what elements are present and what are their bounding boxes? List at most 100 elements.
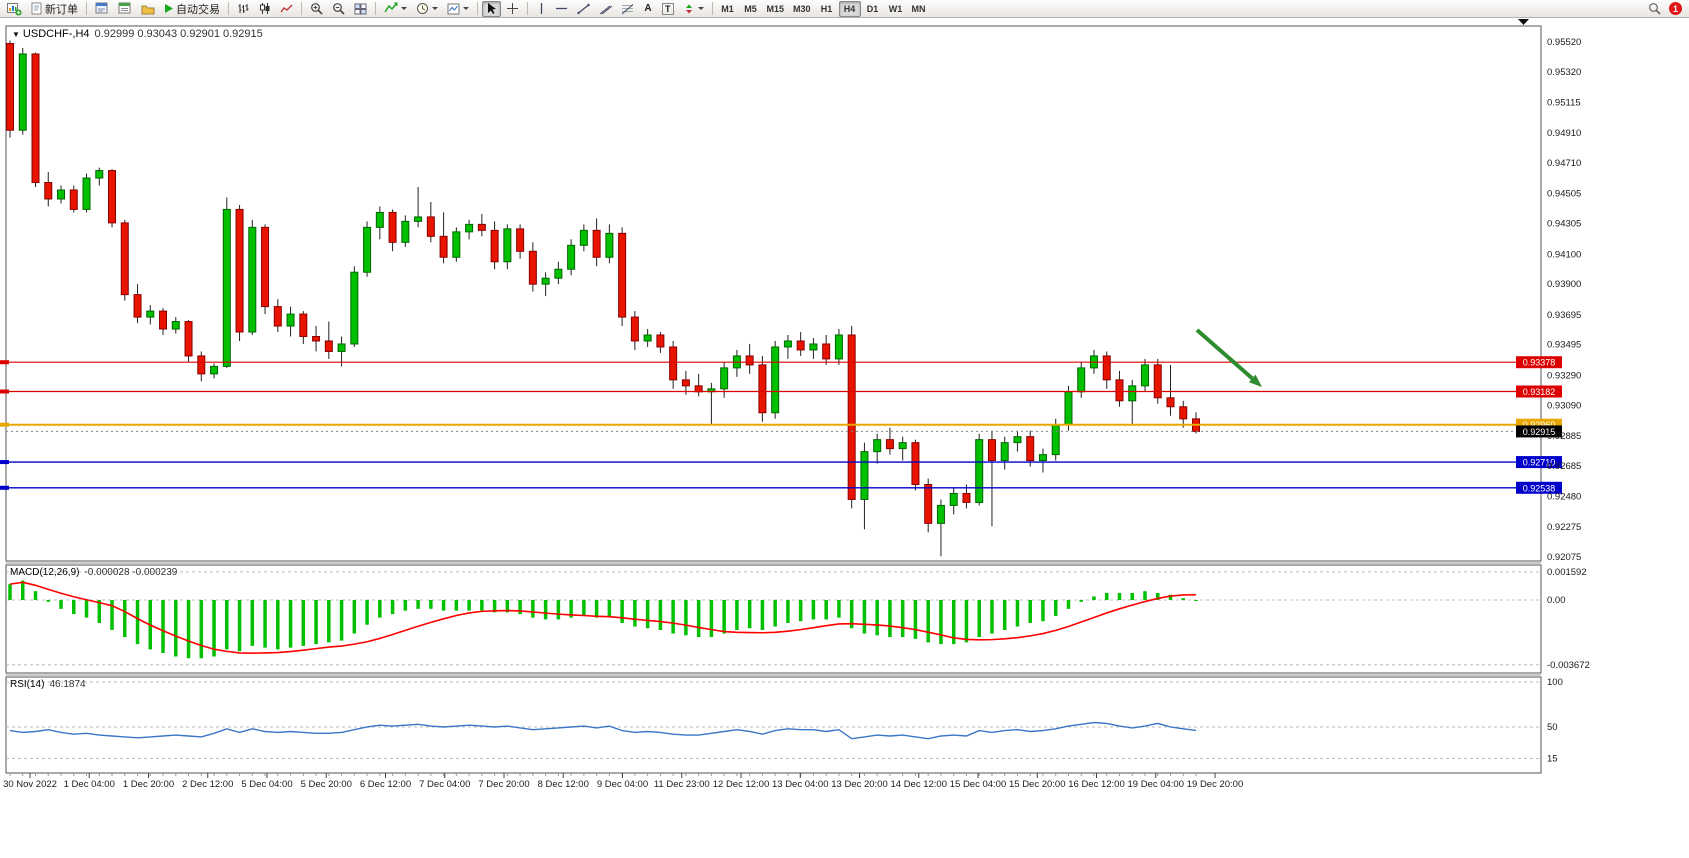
candle bbox=[936, 504, 945, 524]
zoom-out-button[interactable] bbox=[328, 1, 349, 17]
candle bbox=[528, 250, 537, 285]
price-tag-label: 0.93182 bbox=[1523, 387, 1556, 397]
timeframe-h4-button[interactable]: H4 bbox=[838, 0, 861, 17]
chart-menu-icon[interactable] bbox=[1518, 19, 1529, 25]
notification-badge[interactable]: 1 bbox=[1669, 2, 1682, 15]
data-window-button[interactable] bbox=[114, 1, 136, 17]
chart-bars-button[interactable] bbox=[233, 1, 254, 17]
candle bbox=[363, 226, 372, 273]
rsi-line bbox=[9, 721, 1197, 740]
tile-windows-button[interactable] bbox=[350, 1, 371, 17]
macd-bar bbox=[1041, 600, 1045, 622]
macd-bar bbox=[492, 600, 497, 613]
time-axis-label: 14 Dec 12:00 bbox=[890, 779, 947, 790]
current-price-label: 0.92915 bbox=[1523, 427, 1556, 437]
text-tool-button[interactable]: A bbox=[639, 1, 657, 17]
price-tag[interactable] bbox=[1516, 456, 1562, 469]
macd-bar bbox=[1117, 592, 1122, 600]
macd-axis-label: 0.00 bbox=[1547, 595, 1566, 606]
templates-button[interactable] bbox=[443, 1, 473, 17]
trendline-icon bbox=[577, 3, 590, 14]
chart-header: ▼ USDCHF-,H4 0.92999 0.93043 0.92901 0.929… bbox=[12, 28, 263, 40]
timeframe-m1-button[interactable]: M1 bbox=[717, 1, 739, 17]
candle bbox=[44, 182, 53, 200]
price-axis-label: 0.93495 bbox=[1547, 340, 1581, 351]
price-axis-label: 0.94100 bbox=[1547, 249, 1581, 260]
price-axis-label: 0.92480 bbox=[1547, 491, 1581, 502]
time-axis-label: 7 Dec 20:00 bbox=[478, 779, 529, 790]
rsi-panel bbox=[5, 676, 1542, 774]
navigator-button[interactable] bbox=[137, 1, 159, 17]
macd-bar bbox=[174, 600, 178, 657]
vertical-line-icon bbox=[540, 3, 542, 14]
periods-button[interactable] bbox=[412, 1, 442, 17]
macd-bar bbox=[301, 600, 306, 646]
macd-bar bbox=[1130, 592, 1134, 600]
trend-arrow-head[interactable] bbox=[1248, 374, 1262, 387]
candlestick-icon bbox=[260, 3, 270, 14]
candle bbox=[503, 228, 512, 263]
macd-bar bbox=[84, 600, 89, 618]
timeframe-mn-button[interactable]: MN bbox=[908, 1, 930, 17]
macd-bar bbox=[620, 600, 624, 623]
hline-left-handle[interactable] bbox=[0, 360, 9, 365]
new-order-button[interactable]: 新订单 bbox=[27, 1, 82, 17]
trendline-button[interactable] bbox=[573, 1, 594, 17]
timeframe-d1-button[interactable]: D1 bbox=[862, 1, 884, 17]
macd-bar bbox=[97, 600, 102, 623]
macd-bar bbox=[390, 600, 395, 615]
channel-button[interactable] bbox=[595, 1, 616, 17]
search-button[interactable] bbox=[1644, 1, 1665, 17]
macd-bar bbox=[1066, 600, 1071, 609]
trend-arrow-annotation[interactable] bbox=[1195, 328, 1254, 380]
timeframe-m5-button[interactable]: M5 bbox=[740, 1, 762, 17]
time-axis-label: 2 Dec 12:00 bbox=[182, 779, 233, 790]
label-tool-button[interactable]: T bbox=[658, 1, 678, 17]
macd-bar bbox=[1053, 600, 1058, 616]
hline-left-handle[interactable] bbox=[0, 485, 9, 490]
hline-left-handle[interactable] bbox=[0, 422, 9, 427]
timeframe-m30-button[interactable]: M30 bbox=[789, 1, 815, 17]
candle bbox=[1128, 385, 1137, 402]
candle bbox=[975, 439, 984, 503]
price-tag[interactable] bbox=[1516, 356, 1562, 369]
auto-trading-button[interactable]: 自动交易 bbox=[160, 1, 224, 17]
crosshair-button[interactable] bbox=[502, 1, 523, 17]
timeframe-w1-button[interactable]: W1 bbox=[885, 1, 907, 17]
arrows-tool-button[interactable] bbox=[679, 1, 708, 17]
candle bbox=[6, 42, 14, 131]
timeframe-m15-button[interactable]: M15 bbox=[763, 1, 789, 17]
zoom-in-button[interactable] bbox=[306, 1, 327, 17]
hline-left-handle[interactable] bbox=[0, 460, 9, 465]
macd-bar bbox=[977, 600, 981, 638]
time-axis-label: 13 Dec 04:00 bbox=[772, 779, 829, 790]
price-tag[interactable] bbox=[1516, 481, 1562, 494]
macd-bar bbox=[658, 600, 663, 631]
chart-line-button[interactable] bbox=[276, 1, 297, 17]
toolbar-separator bbox=[86, 2, 87, 15]
candle bbox=[1102, 355, 1111, 381]
macd-bar bbox=[161, 600, 165, 653]
chart-candles-button[interactable] bbox=[255, 1, 275, 17]
collapse-triangle-icon[interactable]: ▼ bbox=[12, 30, 20, 39]
vertical-line-button[interactable] bbox=[532, 1, 550, 17]
horizontal-line-button[interactable] bbox=[551, 1, 572, 17]
macd-bar bbox=[607, 600, 612, 616]
label-tool-label: T bbox=[662, 2, 674, 15]
macd-bar bbox=[888, 600, 892, 638]
cursor-button[interactable] bbox=[482, 0, 501, 17]
candle bbox=[426, 216, 435, 237]
new-chart-button[interactable] bbox=[3, 1, 26, 17]
indicators-button[interactable] bbox=[380, 1, 411, 17]
candle bbox=[171, 321, 180, 330]
macd-bar bbox=[684, 600, 688, 636]
macd-bar bbox=[837, 600, 841, 618]
fibonacci-button[interactable] bbox=[617, 1, 638, 17]
macd-bar bbox=[556, 600, 561, 620]
timeframe-h1-button[interactable]: H1 bbox=[816, 1, 838, 17]
candle bbox=[477, 223, 486, 231]
hline-left-handle[interactable] bbox=[0, 389, 9, 394]
market-watch-button[interactable] bbox=[91, 1, 113, 17]
price-tag[interactable] bbox=[1516, 385, 1562, 398]
chart-symbol-period: USDCHF-,H4 bbox=[22, 28, 90, 40]
